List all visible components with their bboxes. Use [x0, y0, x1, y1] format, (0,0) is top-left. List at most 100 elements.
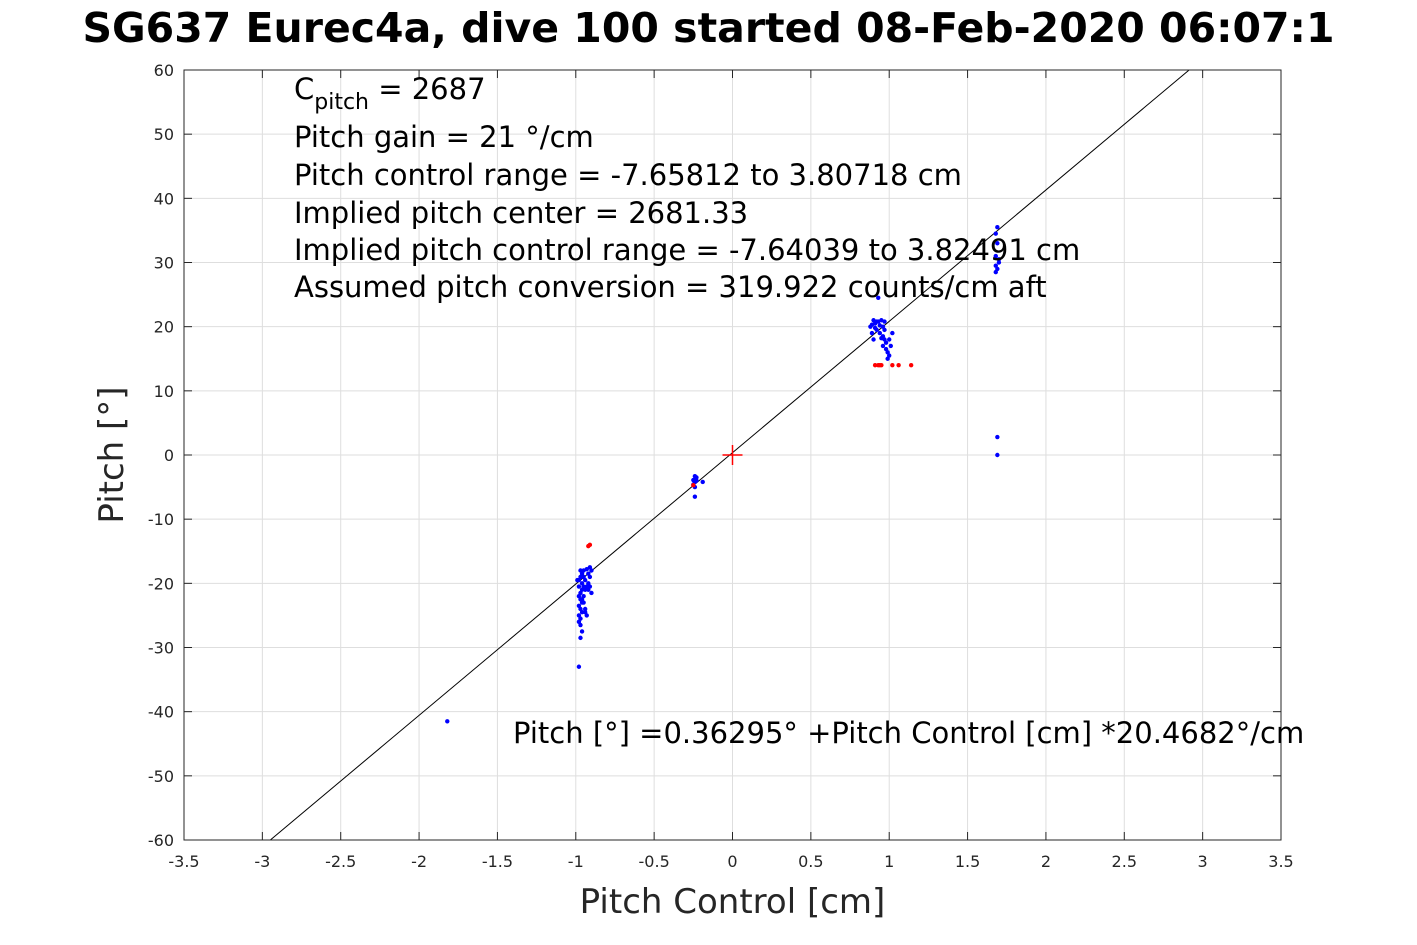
data-point	[694, 475, 699, 480]
data-point	[869, 330, 875, 336]
data-point	[576, 613, 582, 618]
c-pitch-subscript: pitch	[314, 90, 369, 115]
x-tick-label: -1.5	[482, 852, 513, 871]
data-point	[575, 577, 580, 583]
data-point	[581, 584, 586, 589]
annotation-fit-equation: Pitch [°] =0.36295° +Pitch Control [cm] …	[513, 716, 1304, 750]
data-point	[995, 241, 1000, 246]
data-point	[445, 719, 450, 724]
data-point	[576, 584, 582, 589]
x-tick-label: -3.5	[168, 852, 199, 871]
c-pitch-main: C	[294, 72, 314, 106]
y-tick-label: -40	[148, 703, 174, 722]
data-point	[996, 260, 1002, 265]
annotation-implied-pitch-center: Implied pitch center = 2681.33	[294, 196, 748, 230]
data-point	[589, 568, 594, 573]
annotation-implied-control-range: Implied pitch control range = -7.64039 t…	[294, 233, 1080, 267]
y-tick-label: 10	[154, 382, 174, 401]
y-tick-label: 20	[154, 318, 174, 337]
y-tick-label: -50	[148, 767, 174, 786]
data-point	[691, 482, 696, 488]
data-point	[995, 452, 1000, 458]
y-tick-label: -10	[148, 510, 174, 529]
data-point	[578, 568, 583, 573]
data-point	[582, 606, 588, 612]
data-point	[576, 603, 582, 608]
data-point	[874, 319, 879, 324]
data-point	[582, 610, 588, 615]
data-point	[896, 362, 901, 368]
x-tick-label: -0.5	[639, 852, 670, 871]
plot-area-border	[183, 69, 1282, 841]
data-point	[887, 337, 892, 342]
data-point	[876, 295, 881, 300]
annotation-c-pitch: Cpitch = 2687	[294, 72, 486, 115]
data-point	[586, 543, 591, 549]
data-point	[576, 664, 582, 669]
data-point	[890, 362, 895, 368]
y-tick-label: 60	[154, 61, 174, 80]
data-point	[882, 327, 887, 333]
data-point	[871, 337, 876, 342]
annotation-assumed-conversion: Assumed pitch conversion = 319.922 count…	[294, 270, 1047, 304]
x-tick-label: 1.5	[955, 852, 980, 871]
data-point	[908, 362, 914, 368]
y-axis-label: Pitch [°]	[92, 386, 132, 523]
data-point	[888, 343, 893, 349]
x-tick-label: -1	[568, 852, 584, 871]
x-tick-label: -2.5	[325, 852, 356, 871]
y-tick-label: 50	[154, 125, 174, 144]
data-point	[692, 494, 698, 499]
y-tick-label: -20	[148, 574, 174, 593]
x-tick-label: 2	[1041, 852, 1051, 871]
data-point	[882, 319, 887, 324]
data-point	[869, 322, 875, 327]
data-point	[993, 263, 998, 268]
axis-ticks: -3.5 -3 -2.5 -2 -1.5 -1 -0.5 0 0.5 1 1.5 2 2.5 3 3.5 -6…	[148, 61, 1294, 871]
x-tick-label: 0.5	[798, 852, 823, 871]
data-point	[883, 346, 889, 352]
chart-title: SG637 Eurec4a, dive 100 started 08-Feb-2…	[82, 4, 1335, 52]
data-point	[578, 635, 583, 641]
data-point	[700, 479, 705, 485]
data-point	[993, 231, 998, 236]
data-point	[995, 225, 1000, 230]
data-point	[579, 629, 585, 634]
y-tick-label: 30	[154, 254, 174, 273]
data-point	[877, 323, 883, 328]
x-tick-label: 3	[1198, 852, 1208, 871]
x-tick-label: -3	[254, 852, 270, 871]
x-tick-label: 3.5	[1268, 852, 1293, 871]
x-tick-label: 1	[884, 852, 894, 871]
y-tick-label: 40	[154, 189, 174, 208]
data-point	[885, 356, 890, 361]
data-point	[691, 477, 696, 483]
data-point	[589, 590, 594, 596]
annotation-pitch-gain: Pitch gain = 21 °/cm	[294, 120, 594, 154]
data-point	[872, 325, 878, 331]
data-point	[578, 574, 583, 580]
data-point	[872, 362, 878, 368]
x-tick-label: 0	[727, 852, 737, 871]
data-point	[880, 343, 886, 349]
data-point	[877, 330, 883, 336]
data-point	[586, 581, 591, 586]
data-point	[587, 574, 593, 580]
data-point	[581, 600, 586, 605]
data-point	[879, 336, 884, 341]
annotation-pitch-control-range: Pitch control range = -7.65812 to 3.8071…	[294, 158, 962, 192]
y-tick-label: -60	[148, 831, 174, 850]
y-tick-label: -30	[148, 639, 174, 658]
x-axis-label: Pitch Control [cm]	[580, 882, 886, 922]
c-pitch-value: = 2687	[369, 72, 486, 106]
data-point	[993, 253, 998, 259]
data-points	[445, 225, 1002, 724]
center-marker-group	[722, 445, 743, 465]
data-point	[996, 257, 1002, 262]
x-tick-label: -2	[411, 852, 427, 871]
y-tick-label: 0	[164, 446, 174, 465]
x-tick-label: 2.5	[1112, 852, 1137, 871]
data-point	[890, 330, 895, 336]
data-point	[879, 362, 884, 368]
